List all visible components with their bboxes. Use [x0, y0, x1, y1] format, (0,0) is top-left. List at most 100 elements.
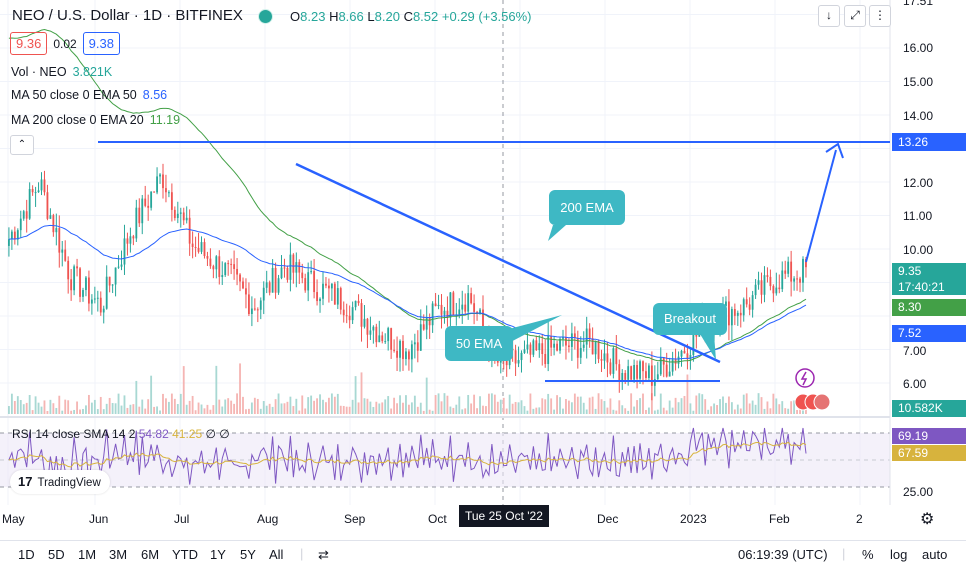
volume-bar	[757, 393, 760, 414]
rsi-extra-value: ∅ ∅	[205, 427, 230, 441]
price-axis-label: 10.00	[903, 243, 934, 257]
volume-bar	[224, 399, 227, 414]
range-1d-button[interactable]: 1D	[18, 547, 35, 562]
candle-body	[271, 267, 274, 293]
candle-body	[357, 300, 360, 304]
volume-bar	[570, 402, 573, 414]
candle-body	[242, 281, 244, 289]
volume-bar	[162, 393, 164, 414]
candle-body	[650, 365, 653, 386]
volume-bar	[393, 397, 396, 414]
more-icon[interactable]: ⋮	[869, 5, 891, 27]
volume-bar	[141, 399, 144, 414]
candle-body	[725, 301, 727, 307]
volume-bar	[268, 403, 271, 414]
volume-bar	[431, 410, 434, 414]
candle-body	[114, 267, 117, 285]
percent-toggle[interactable]: %	[862, 547, 874, 562]
volume-bar	[576, 396, 579, 414]
maximize-icon[interactable]: ⤢	[844, 5, 866, 27]
volume-bar	[108, 397, 111, 414]
range-5d-button[interactable]: 5D	[48, 547, 65, 562]
auto-toggle[interactable]: auto	[922, 547, 948, 562]
candle-body	[13, 231, 16, 240]
event-icons	[794, 368, 831, 411]
candle-body	[182, 212, 185, 221]
volume-bar	[120, 405, 123, 414]
callout-200-ema[interactable]: 200 EMA	[549, 190, 625, 225]
volume-bar	[565, 399, 567, 414]
legend-ema200[interactable]: MA 200 close 0 EMA 20 11.19	[11, 113, 180, 127]
change-value: +0.29 (+3.56%)	[441, 9, 532, 24]
volume-bar	[650, 393, 653, 414]
price-axis-label: 7.00	[903, 344, 927, 358]
rsi-sma-line	[8, 441, 807, 468]
symbol-title[interactable]: NEO / U.S. Dollar · 1D · BITFINEX	[12, 7, 243, 24]
volume-bar	[328, 397, 330, 414]
volume-bar	[701, 394, 704, 414]
rsi-legend[interactable]: RSI 14 close SMA 14 2 54.82 41.25 ∅ ∅	[12, 427, 230, 441]
volume-bar	[277, 393, 280, 414]
volume-bar	[310, 395, 313, 414]
volume-bar	[129, 404, 132, 414]
candle-body	[245, 288, 247, 295]
range-1y-button[interactable]: 1Y	[210, 547, 226, 562]
volume-bar	[322, 399, 324, 414]
high-value: 8.66	[338, 9, 364, 24]
settings-gear-icon[interactable]: ⚙	[920, 511, 935, 528]
legend-label: MA 50 close 0 EMA 50	[11, 88, 137, 102]
date-range-icon[interactable]: ⇄	[318, 547, 329, 562]
candle-body	[535, 340, 538, 351]
candle-body	[19, 218, 22, 231]
range-1m-button[interactable]: 1M	[78, 547, 97, 562]
legend-volume[interactable]: Vol · NEO 3.821K	[11, 65, 112, 79]
candle-body	[683, 350, 686, 354]
volume-bar	[301, 395, 304, 414]
candle-body	[73, 266, 76, 291]
candle-body	[408, 351, 410, 360]
volume-bar	[111, 403, 114, 414]
clock-readout[interactable]: 06:19:39 (UTC)	[738, 547, 828, 562]
candle-body	[757, 280, 760, 285]
volume-bar	[461, 409, 464, 414]
price-chart[interactable]	[0, 0, 966, 540]
candle-body	[236, 268, 238, 275]
candle-body	[179, 212, 182, 214]
candle-body	[416, 342, 419, 351]
volume-bar	[253, 397, 256, 414]
callout-50-ema[interactable]: 50 EMA	[445, 326, 513, 361]
volume-bar	[236, 393, 238, 414]
candle-body	[805, 258, 807, 268]
volume-bar	[772, 393, 775, 414]
volume-bar	[760, 397, 763, 414]
log-toggle[interactable]: log	[890, 547, 908, 562]
volume-bar	[485, 406, 487, 414]
time-axis-label: Jun	[89, 512, 109, 526]
price-axis-label: 25.00	[903, 485, 934, 499]
candle-body	[168, 192, 170, 194]
candle-body	[141, 198, 144, 224]
range-6m-button[interactable]: 6M	[141, 547, 160, 562]
buy-price-button[interactable]: 9.38	[82, 32, 120, 55]
candle-body	[123, 238, 126, 265]
callout-breakout[interactable]: Breakout	[653, 303, 727, 335]
volume-bar	[674, 397, 677, 414]
move-down-icon[interactable]: ↓	[818, 5, 840, 27]
range-3m-button[interactable]: 3M	[109, 547, 128, 562]
range-ytd-button[interactable]: YTD	[172, 547, 198, 562]
candle-body	[668, 371, 671, 377]
volume-bar	[58, 395, 61, 414]
tradingview-logo[interactable]: 17 TradingView	[10, 470, 110, 494]
sell-price-button[interactable]: 9.36	[10, 32, 48, 55]
range-all-button[interactable]: All	[269, 547, 284, 562]
candle-body	[440, 304, 443, 315]
candle-body	[656, 374, 659, 380]
legend-ema50[interactable]: MA 50 close 0 EMA 50 8.56	[11, 88, 167, 102]
volume-bar	[739, 408, 742, 414]
collapse-legend-button[interactable]: ⌃	[10, 135, 34, 155]
volume-bar	[256, 398, 259, 414]
range-5y-button[interactable]: 5Y	[240, 547, 256, 562]
candle-body	[736, 312, 739, 316]
candle-body	[405, 351, 407, 360]
volume-bar	[790, 401, 793, 414]
